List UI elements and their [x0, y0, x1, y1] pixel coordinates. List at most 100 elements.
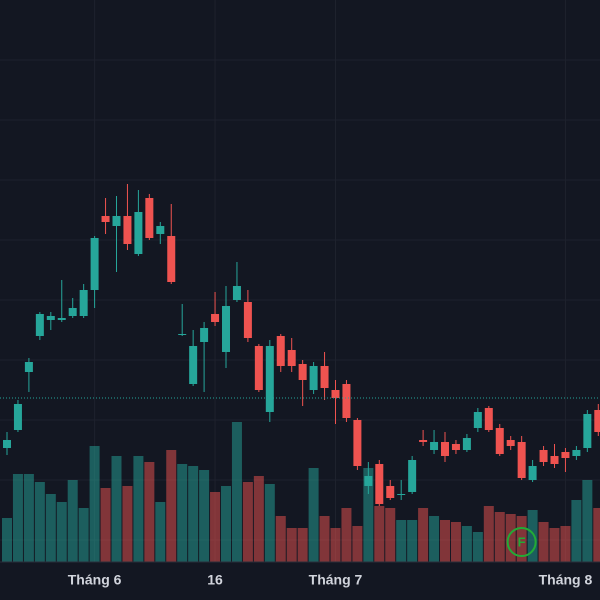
volume-bar — [407, 520, 418, 562]
volume-bar — [56, 502, 67, 562]
volume-bar — [330, 528, 341, 562]
volume-bar — [199, 470, 210, 562]
volume-bar — [231, 422, 242, 562]
candle-body — [243, 302, 252, 338]
volume-bar — [494, 512, 505, 562]
volume-bar — [144, 462, 155, 562]
candle-body — [331, 390, 340, 398]
volume-bar — [166, 450, 177, 562]
candle-body — [342, 384, 351, 418]
volume-bar — [352, 526, 363, 562]
candle-body — [57, 318, 66, 320]
candles: F — [0, 184, 600, 557]
volume-bar — [593, 508, 600, 562]
candle-body — [276, 336, 285, 366]
candle-body — [46, 316, 55, 320]
volume-bar — [385, 508, 396, 562]
candle-body — [112, 216, 121, 226]
x-tick-label: Tháng 7 — [309, 572, 363, 588]
candle-body — [506, 440, 515, 446]
volume-bar — [319, 516, 330, 562]
candle-body — [419, 440, 428, 442]
candle-body — [583, 414, 592, 448]
candle-body — [561, 452, 570, 458]
volume-bar — [286, 528, 297, 562]
candle-body — [528, 466, 537, 480]
volume-bar — [100, 488, 111, 562]
volume-bar — [418, 508, 429, 562]
volume-bar — [275, 516, 286, 562]
candle-body — [320, 366, 329, 388]
volume-bar — [23, 474, 34, 562]
candle-body — [408, 460, 417, 492]
candle-body — [167, 236, 176, 282]
candle-body — [353, 420, 362, 466]
candle-body — [364, 476, 373, 486]
candle-body — [517, 442, 526, 478]
candle-body — [35, 314, 44, 336]
candle-body — [430, 442, 439, 450]
time-axis: Tháng 6 16 Tháng 7 Tháng 8 — [68, 572, 593, 588]
volume-bar — [253, 476, 264, 562]
candle-body — [484, 408, 493, 430]
candle-body — [287, 350, 296, 366]
volume-bar — [516, 516, 527, 562]
volume-bar — [483, 506, 494, 562]
volume-bar — [210, 492, 221, 562]
candle-body — [309, 366, 318, 390]
volume-bar — [450, 522, 461, 562]
volume-bar — [461, 526, 472, 562]
candle-body — [265, 346, 274, 412]
candle-body — [550, 456, 559, 464]
candle-body — [3, 440, 11, 448]
candle-body — [386, 486, 395, 498]
volume-bar — [341, 508, 352, 562]
candle-body — [68, 308, 77, 316]
candle-body — [145, 198, 154, 238]
volume-bar — [177, 464, 188, 562]
volume-bar — [429, 516, 440, 562]
candle-body — [473, 412, 482, 428]
volume-bar — [67, 480, 78, 562]
volume-bar — [122, 486, 133, 562]
volume-bar — [297, 528, 308, 562]
candle-body — [222, 306, 230, 352]
volume-bar — [133, 456, 144, 562]
volume-bar — [582, 480, 593, 562]
x-tick-label: 16 — [207, 572, 223, 588]
candle-body — [79, 290, 88, 316]
candle-body — [397, 494, 406, 495]
volume-bar — [472, 532, 483, 562]
volume-bar — [308, 468, 319, 562]
candle-body — [572, 450, 581, 456]
candle-body — [254, 346, 263, 390]
volume-bar — [111, 456, 122, 562]
candle-body — [451, 444, 460, 450]
volume-bar — [221, 486, 231, 562]
candle-body — [211, 314, 220, 322]
volume-bar — [89, 446, 100, 562]
volume-bar — [549, 528, 560, 562]
candle-body — [24, 362, 33, 372]
volume-bar — [538, 522, 549, 562]
candle-body — [594, 410, 600, 432]
candle-body — [123, 216, 132, 244]
x-tick-label: Tháng 8 — [539, 572, 593, 588]
volume-bar — [560, 526, 571, 562]
candle-body — [441, 442, 449, 456]
volume-bar — [242, 482, 253, 562]
volume-bar — [34, 482, 45, 562]
volume-bar — [396, 520, 407, 562]
candle-body — [101, 216, 110, 222]
volume-bar — [155, 502, 166, 562]
volume-bar — [527, 510, 538, 562]
candle-body — [539, 450, 548, 462]
candle-body — [90, 238, 99, 290]
volume-bar — [363, 468, 374, 562]
candle-body — [375, 464, 384, 504]
volume-pane — [2, 422, 600, 562]
candle-body — [189, 346, 198, 384]
candle-body — [462, 438, 471, 450]
candle-body — [178, 334, 187, 335]
